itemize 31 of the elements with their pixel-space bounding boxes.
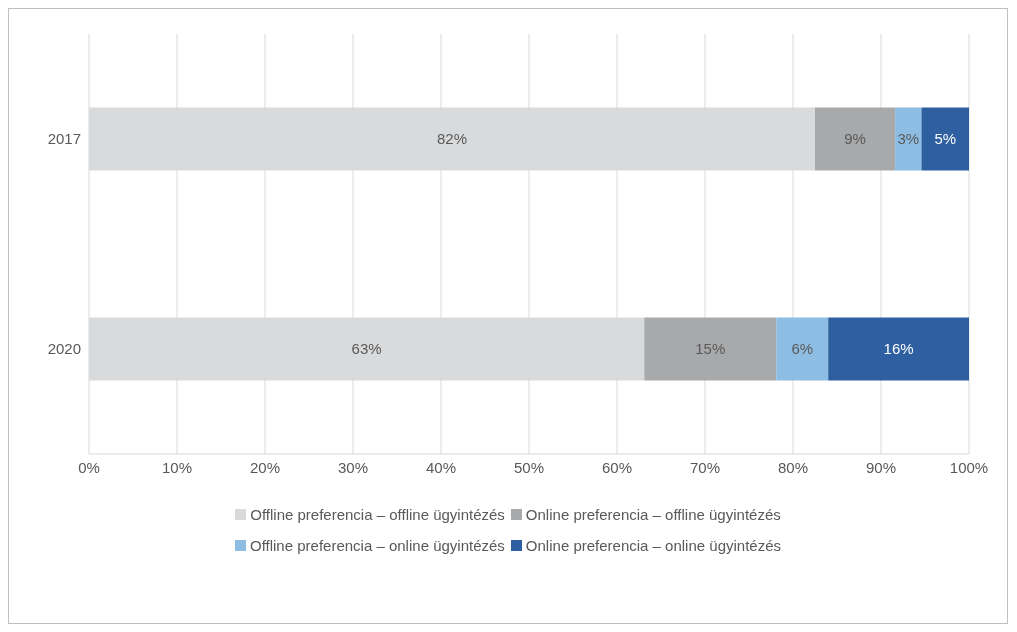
x-tick-label: 60% (601, 458, 633, 476)
bar (776, 317, 829, 381)
bar (815, 107, 896, 171)
bar (895, 107, 922, 171)
data-label: 6% (791, 340, 814, 358)
legend-label: Offline preferencia – online ügyintézés (249, 537, 505, 554)
data-label: 63% (351, 340, 382, 358)
bar (828, 317, 969, 381)
legend-label: Online preferencia – online ügyintézés (525, 537, 782, 554)
y-tick-label: 2020 (47, 340, 81, 358)
x-tick-label: 10% (161, 458, 193, 476)
data-label: 16% (883, 340, 914, 358)
y-tick-label: 2017 (47, 130, 81, 148)
data-label: 9% (844, 130, 866, 148)
data-label: 5% (934, 130, 957, 148)
legend-label: Offline preferencia – offline ügyintézés (250, 506, 505, 523)
data-label: 3% (897, 130, 920, 148)
x-tick-label: 30% (337, 458, 369, 476)
x-tick-label: 100% (949, 458, 989, 476)
legend-label: Online preferencia – offline ügyintézés (525, 506, 781, 523)
x-tick-label: 80% (777, 458, 809, 476)
x-tick-label: 90% (865, 458, 897, 476)
x-tick-label: 20% (249, 458, 281, 476)
x-tick-label: 0% (78, 458, 100, 476)
x-tick-label: 40% (425, 458, 457, 476)
bar (644, 317, 777, 381)
bar (921, 107, 969, 171)
data-label: 82% (436, 130, 468, 148)
x-tick-label: 70% (689, 458, 721, 476)
x-tick-label: 50% (513, 458, 545, 476)
data-label: 15% (695, 340, 726, 358)
